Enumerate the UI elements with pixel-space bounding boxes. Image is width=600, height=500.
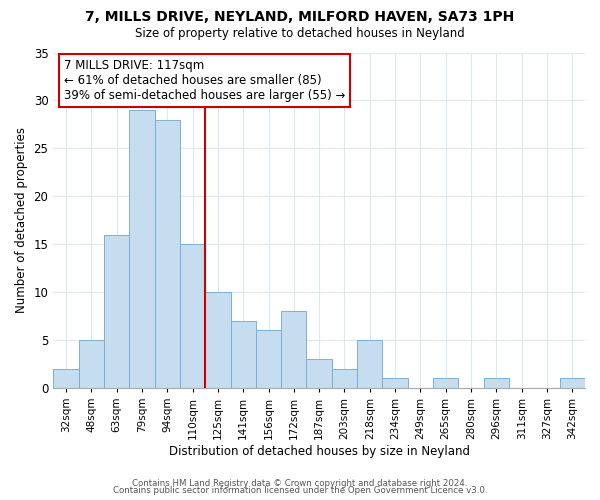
Bar bbox=[53, 368, 79, 388]
Bar bbox=[230, 320, 256, 388]
Bar bbox=[332, 368, 357, 388]
Bar bbox=[281, 311, 307, 388]
Bar bbox=[129, 110, 155, 388]
Text: 7 MILLS DRIVE: 117sqm
← 61% of detached houses are smaller (85)
39% of semi-deta: 7 MILLS DRIVE: 117sqm ← 61% of detached … bbox=[64, 59, 346, 102]
Bar bbox=[256, 330, 281, 388]
Bar bbox=[357, 340, 382, 388]
Text: Size of property relative to detached houses in Neyland: Size of property relative to detached ho… bbox=[135, 28, 465, 40]
Bar bbox=[560, 378, 585, 388]
Bar bbox=[155, 120, 180, 388]
Y-axis label: Number of detached properties: Number of detached properties bbox=[15, 127, 28, 313]
Bar bbox=[382, 378, 408, 388]
Text: Contains HM Land Registry data © Crown copyright and database right 2024.: Contains HM Land Registry data © Crown c… bbox=[132, 478, 468, 488]
Bar bbox=[180, 244, 205, 388]
Bar bbox=[433, 378, 458, 388]
Bar bbox=[205, 292, 230, 388]
X-axis label: Distribution of detached houses by size in Neyland: Distribution of detached houses by size … bbox=[169, 444, 470, 458]
Text: 7, MILLS DRIVE, NEYLAND, MILFORD HAVEN, SA73 1PH: 7, MILLS DRIVE, NEYLAND, MILFORD HAVEN, … bbox=[85, 10, 515, 24]
Bar bbox=[104, 234, 129, 388]
Bar bbox=[307, 359, 332, 388]
Bar bbox=[484, 378, 509, 388]
Text: Contains public sector information licensed under the Open Government Licence v3: Contains public sector information licen… bbox=[113, 486, 487, 495]
Bar bbox=[79, 340, 104, 388]
